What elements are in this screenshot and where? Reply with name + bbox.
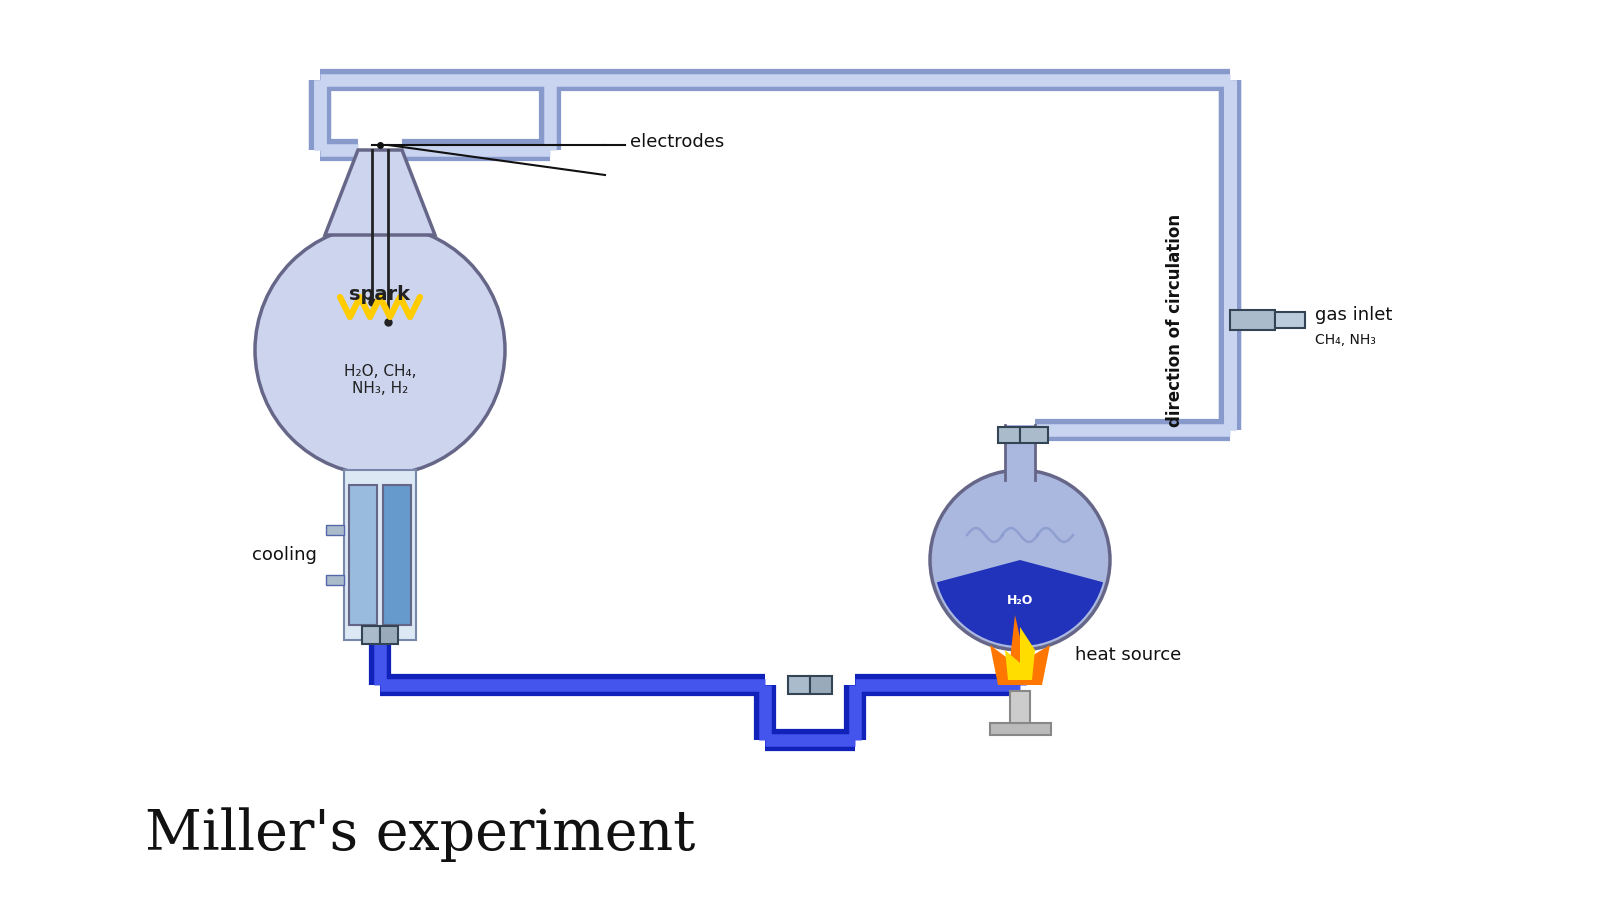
- Wedge shape: [938, 560, 1102, 646]
- Text: H₂O: H₂O: [1006, 593, 1034, 607]
- Text: CH₄, NH₃: CH₄, NH₃: [1315, 333, 1376, 347]
- Bar: [326, 575, 344, 585]
- Text: spark: spark: [349, 285, 411, 304]
- Bar: [1010, 691, 1030, 723]
- Bar: [381, 626, 398, 644]
- Bar: [998, 427, 1021, 443]
- Bar: [1005, 425, 1035, 480]
- Bar: [382, 485, 411, 625]
- Bar: [810, 676, 832, 694]
- Bar: [349, 485, 378, 625]
- Bar: [989, 723, 1051, 735]
- Text: Miller's experiment: Miller's experiment: [146, 807, 694, 862]
- Text: electrodes: electrodes: [630, 133, 725, 151]
- Bar: [1021, 427, 1048, 443]
- Circle shape: [930, 470, 1110, 650]
- Text: H₂O, CH₄,
NH₃, H₂: H₂O, CH₄, NH₃, H₂: [344, 364, 416, 396]
- Text: cooling: cooling: [253, 546, 317, 564]
- Polygon shape: [325, 150, 435, 235]
- Polygon shape: [1005, 627, 1035, 680]
- Bar: [362, 626, 379, 644]
- Bar: [1230, 310, 1275, 330]
- Bar: [1275, 312, 1306, 328]
- Bar: [326, 525, 344, 535]
- Text: direction of circulation: direction of circulation: [1166, 213, 1184, 427]
- Circle shape: [254, 225, 506, 475]
- Text: gas inlet: gas inlet: [1315, 306, 1392, 324]
- Text: heat source: heat source: [1075, 646, 1181, 664]
- Bar: [344, 470, 416, 640]
- Polygon shape: [990, 615, 1050, 685]
- Bar: [787, 676, 810, 694]
